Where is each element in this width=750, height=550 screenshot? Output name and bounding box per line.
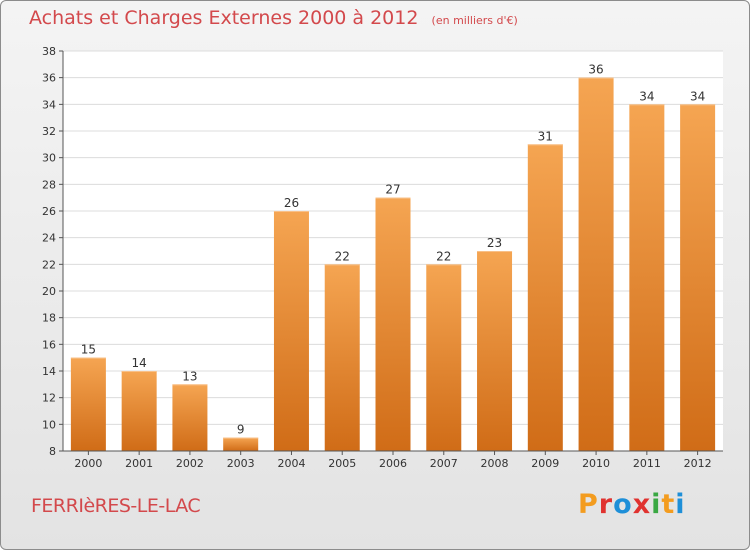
x-tick-label-2000: 2000 (74, 457, 102, 470)
y-tick-label: 32 (42, 125, 56, 138)
data-label-2007: 22 (436, 249, 451, 263)
bar-2001 (121, 371, 157, 451)
logo-letter: x (632, 489, 652, 520)
x-tick-label-2006: 2006 (379, 457, 407, 470)
x-tick-label-2003: 2003 (227, 457, 255, 470)
x-tick-label-2008: 2008 (481, 457, 509, 470)
data-label-2011: 34 (639, 89, 654, 103)
chart-title: Achats et Charges Externes 2000 à 2012 (29, 7, 419, 29)
y-tick-label: 24 (42, 232, 56, 245)
y-tick-label: 26 (42, 205, 56, 218)
proxiti-logo: Proxiti (578, 489, 686, 520)
axes (59, 50, 723, 455)
bar-2000 (70, 357, 106, 451)
x-tick-label-2009: 2009 (531, 457, 559, 470)
logo-letter: P (578, 489, 599, 520)
data-label-2004: 26 (284, 196, 299, 210)
data-label-2006: 27 (385, 183, 400, 197)
bar-2010 (578, 77, 614, 452)
bar-2008 (477, 251, 513, 451)
bar-2011 (629, 104, 665, 451)
bar-2003 (223, 437, 259, 451)
logo-letter: i (651, 489, 662, 520)
data-label-2010: 36 (588, 63, 603, 77)
x-tick-label-2010: 2010 (582, 457, 610, 470)
x-tick-label-2001: 2001 (125, 457, 153, 470)
data-label-2005: 22 (335, 249, 350, 263)
y-tick-label: 18 (42, 312, 56, 325)
x-tick-label-2004: 2004 (277, 457, 305, 470)
y-tick-label: 30 (42, 152, 56, 165)
place-name: FERRIèRES-LE-LAC (31, 495, 201, 517)
y-tick-label: 10 (42, 418, 56, 431)
chart-subtitle: (en milliers d'€) (431, 14, 518, 27)
logo-letter: i (675, 489, 686, 520)
data-label-2009: 31 (538, 129, 553, 143)
title-block: Achats et Charges Externes 2000 à 2012 (… (29, 7, 518, 29)
y-tick-label: 16 (42, 338, 56, 351)
bars (70, 77, 716, 452)
data-label-2008: 23 (487, 236, 502, 250)
x-tick-label-2005: 2005 (328, 457, 356, 470)
y-tick-label: 8 (49, 445, 56, 458)
bar-2007 (426, 264, 462, 451)
x-tick-label-2012: 2012 (684, 457, 712, 470)
y-tick-label: 34 (42, 98, 56, 111)
y-tick-label: 38 (42, 45, 56, 58)
data-label-2002: 13 (182, 369, 197, 383)
bar-2002 (172, 384, 208, 451)
y-tick-label: 12 (42, 392, 56, 405)
logo-letter: o (613, 489, 633, 520)
y-tick-label: 36 (42, 72, 56, 85)
y-tick-label: 28 (42, 178, 56, 191)
bar-2004 (273, 211, 309, 451)
bar-2006 (375, 197, 411, 451)
bar-2005 (324, 264, 360, 451)
x-tick-label-2002: 2002 (176, 457, 204, 470)
data-label-2003: 9 (237, 423, 245, 437)
bar-2009 (527, 144, 563, 452)
y-tick-label: 14 (42, 365, 56, 378)
logo-letter: t (661, 489, 676, 520)
labels: 8 10 12 14 16 18 20 22 24 26 28 30 32 34 36 38 15 2000 14 2… (42, 45, 712, 470)
data-label-2012: 34 (690, 89, 705, 103)
data-label-2000: 15 (81, 343, 96, 357)
x-tick-label-2011: 2011 (633, 457, 661, 470)
y-tick-label: 22 (42, 258, 56, 271)
data-label-2001: 14 (132, 356, 147, 370)
y-tick-label: 20 (42, 285, 56, 298)
logo-letter: r (598, 489, 614, 520)
x-tick-label-2007: 2007 (430, 457, 458, 470)
bar-2012 (680, 104, 716, 451)
